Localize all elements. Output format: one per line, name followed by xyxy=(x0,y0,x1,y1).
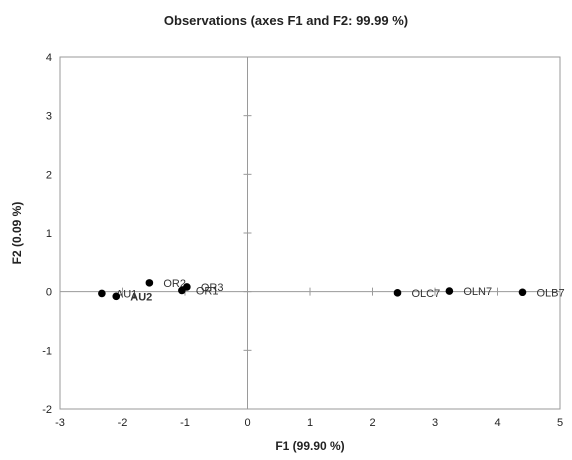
y-tick-label: -2 xyxy=(42,404,52,416)
y-tick-label: 0 xyxy=(46,287,52,299)
data-point-label: OLC7 xyxy=(412,288,441,300)
data-point xyxy=(112,292,121,301)
x-tick-label: -3 xyxy=(55,417,65,429)
data-point-label: OLB7 xyxy=(537,287,565,299)
data-point-label: OR3 xyxy=(201,282,224,294)
y-tick-label: 4 xyxy=(46,52,52,64)
y-tick-label: 3 xyxy=(46,111,52,123)
data-point-label: AU2 xyxy=(130,291,152,303)
data-point xyxy=(445,287,454,295)
x-tick-label: 0 xyxy=(244,417,250,429)
data-point xyxy=(393,289,402,297)
x-tick-label: 3 xyxy=(432,417,438,429)
y-tick-label: 2 xyxy=(46,169,52,181)
data-point-label: AU1 xyxy=(116,288,137,300)
x-tick-label: 1 xyxy=(307,417,313,429)
x-tick-label: -2 xyxy=(118,417,128,429)
x-tick-label: 5 xyxy=(557,417,563,429)
y-axis-label: F2 (0.09 %) xyxy=(10,202,24,265)
data-point-label: OR2 xyxy=(163,278,186,290)
y-tick-label: 1 xyxy=(46,228,52,240)
data-point xyxy=(145,279,154,287)
data-point-label: OLN7 xyxy=(463,286,492,298)
data-point xyxy=(178,286,186,295)
data-point-label: OR1 xyxy=(196,285,219,297)
x-tick-label: 4 xyxy=(494,417,500,429)
x-axis-label: F1 (99.90 %) xyxy=(275,439,344,453)
zero-axes xyxy=(59,56,561,410)
data-point xyxy=(98,289,106,298)
data-point xyxy=(518,288,527,297)
chart-title: Observations (axes F1 and F2: 99.99 %) xyxy=(164,13,408,28)
x-tick-label: -1 xyxy=(180,417,190,429)
x-tick-label: 2 xyxy=(369,417,375,429)
plot-area-frame xyxy=(59,56,561,410)
y-tick-label: -1 xyxy=(42,345,52,357)
